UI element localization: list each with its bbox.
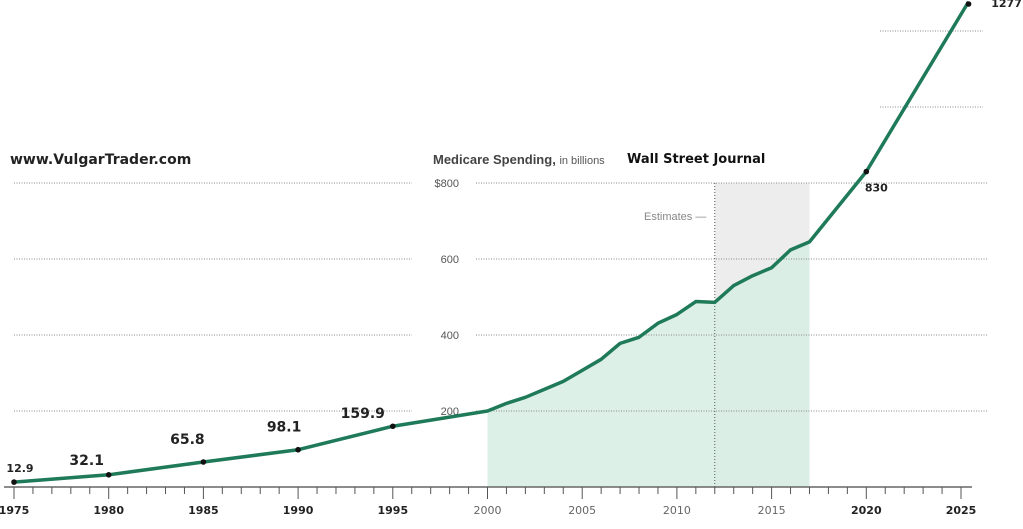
title-main: Medicare Spending, [433, 152, 556, 167]
chart-title: Medicare Spending, in billions [433, 152, 605, 167]
x-tick-label: 1985 [188, 504, 219, 517]
data-label: 830 [865, 182, 888, 195]
x-tick-label: 1995 [377, 504, 408, 517]
data-point [200, 459, 207, 465]
x-tick-label: 1990 [283, 504, 314, 517]
data-label: 32.1 [69, 453, 104, 469]
source-label: Wall Street Journal [627, 152, 766, 167]
watermark: www.VulgarTrader.com [10, 152, 192, 168]
data-label: 65.8 [170, 432, 205, 448]
area-fill [487, 241, 810, 487]
data-point [390, 423, 396, 430]
data-point [105, 472, 112, 478]
x-tick-label: 2020 [851, 504, 882, 517]
y-tick-label: 400 [441, 330, 459, 342]
data-point [295, 446, 301, 453]
data-point [863, 168, 870, 175]
estimates-annotation: Estimates — [644, 211, 707, 223]
x-tick-label: 2000 [474, 504, 502, 517]
x-tick-label: 1975 [0, 504, 29, 517]
data-point [965, 1, 972, 7]
data-label: 159.9 [341, 406, 385, 422]
x-tick-label: 2010 [663, 504, 691, 517]
chart-subtitle: in billions [559, 155, 605, 167]
x-tick-label: 1980 [93, 504, 124, 517]
y-tick-label: $800 [435, 178, 459, 190]
y-tick-label: 600 [441, 254, 459, 266]
series-line [13, 0, 971, 484]
x-tick-label: 2015 [758, 504, 786, 517]
data-label: 98.1 [267, 420, 302, 436]
data-point [11, 479, 17, 485]
x-tick-label: 2005 [568, 504, 596, 517]
data-label: 12.9 [6, 462, 33, 475]
x-tick-label: 2025 [946, 504, 977, 517]
data-label: 1277 [991, 0, 1022, 10]
